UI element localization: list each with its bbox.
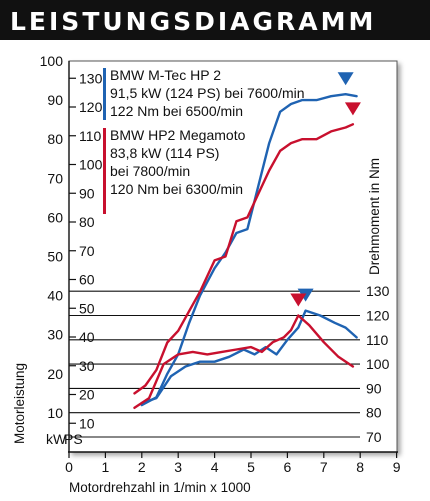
- hp2-torque-curve: [133, 314, 355, 409]
- legend-bmw-line-2: 91,5 kW (124 PS) bei 7600/min: [110, 85, 305, 101]
- x-tick-label: 2: [138, 459, 146, 475]
- legend-hp2-line-4: 120 Nm bei 6300/min: [110, 181, 243, 197]
- unit-ps-label: PS: [64, 431, 83, 447]
- hp2-peak-marker: [290, 293, 307, 307]
- bmw-peak-marker: [337, 72, 354, 86]
- ps-tick-label: 60: [79, 272, 95, 288]
- x-axis-title: Motordrehzahl in 1/min x 1000: [69, 480, 251, 495]
- ps-tick-label: 80: [79, 214, 95, 230]
- legend-swatch-bmw: [103, 68, 106, 120]
- ps-ticks: 10 20 30 40 50 60 70 80 90 100 110 120 130: [69, 70, 103, 431]
- kw-tick-label: 50: [47, 249, 63, 265]
- legend-bmw-line-1: BMW M-Tec HP 2: [110, 67, 221, 83]
- ps-tick-label: 70: [79, 243, 95, 259]
- hp2-peak-marker: [344, 102, 361, 116]
- legend-hp2-line-3: bei 7800/min: [110, 163, 190, 179]
- x-tick-label: 0: [65, 459, 73, 475]
- ps-tick-label: 50: [79, 300, 95, 316]
- kw-tick-label: 60: [47, 209, 63, 225]
- x-tick-label: 8: [356, 459, 364, 475]
- kw-ticks: 10 20 30 40 50 60 70 80 90 100: [40, 53, 64, 421]
- kw-tick-label: 30: [47, 327, 63, 343]
- legend: BMW M-Tec HP 2 91,5 kW (124 PS) bei 7600…: [103, 67, 305, 214]
- kw-tick-label: 20: [47, 366, 63, 382]
- nm-ticks: 70 80 90 100 110 120 130: [366, 283, 390, 445]
- x-tick-label: 5: [247, 459, 255, 475]
- nm-tick-label: 90: [366, 380, 382, 396]
- x-tick-label: 9: [393, 459, 401, 475]
- legend-hp2-line-2: 83,8 kW (114 PS): [110, 145, 219, 161]
- nm-tick-label: 80: [366, 405, 382, 421]
- ps-tick-label: 20: [79, 387, 95, 403]
- peak-markers: [290, 72, 361, 307]
- x-ticks: 0 1 2 3 4 5 6 7 8 9: [65, 452, 401, 475]
- y-axis-title-left: Motorleistung: [12, 363, 27, 444]
- kw-tick-label: 40: [47, 288, 63, 304]
- ps-tick-label: 10: [79, 415, 95, 431]
- kw-tick-label: 80: [47, 131, 63, 147]
- unit-kw-label: kW: [46, 431, 67, 447]
- nm-tick-label: 70: [366, 429, 382, 445]
- ps-tick-label: 30: [79, 358, 95, 374]
- ps-tick-label: 120: [79, 99, 103, 115]
- nm-tick-label: 120: [366, 308, 390, 324]
- x-tick-label: 4: [211, 459, 219, 475]
- x-tick-label: 7: [320, 459, 328, 475]
- plot-area: [68, 60, 398, 453]
- kw-tick-label: 100: [40, 53, 64, 69]
- chart-title: LEISTUNGSDIAGRAMM: [10, 7, 376, 36]
- title-banner: [0, 0, 430, 40]
- y-axis-title-right: Drehmoment in Nm: [367, 158, 382, 275]
- kw-tick-label: 90: [47, 92, 63, 108]
- x-tick-label: 1: [102, 459, 110, 475]
- legend-bmw-line-3: 122 Nm bei 6500/min: [110, 103, 243, 119]
- x-tick-label: 6: [284, 459, 292, 475]
- ps-tick-label: 40: [79, 329, 95, 345]
- nm-tick-label: 100: [366, 356, 390, 372]
- nm-tick-label: 110: [366, 332, 389, 348]
- legend-swatch-hp2: [103, 128, 106, 214]
- kw-tick-label: 70: [47, 170, 63, 186]
- ps-tick-label: 90: [79, 185, 95, 201]
- bmw-peak-marker: [297, 288, 314, 302]
- ps-tick-label: 110: [79, 128, 102, 144]
- kw-tick-label: 10: [47, 405, 63, 421]
- curves: [133, 92, 358, 409]
- legend-hp2-line-1: BMW HP2 Megamoto: [110, 127, 246, 143]
- hp2-power-curve: [133, 123, 355, 395]
- ps-tick-label: 100: [79, 157, 103, 173]
- x-tick-label: 3: [174, 459, 182, 475]
- ps-tick-label: 130: [79, 70, 103, 86]
- nm-tick-label: 130: [366, 283, 390, 299]
